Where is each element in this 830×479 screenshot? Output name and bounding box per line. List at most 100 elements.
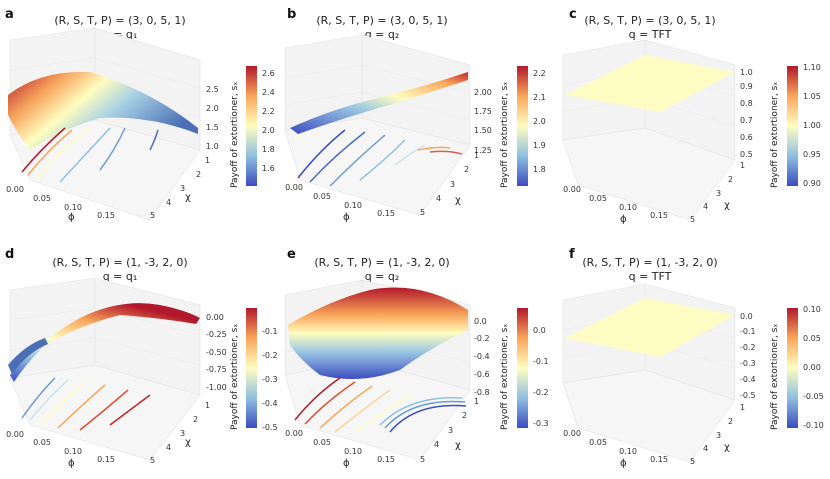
surface <box>10 303 200 382</box>
z-tick: -0.1 <box>740 327 756 336</box>
title-line1: (R, S, T, P) = (3, 0, 5, 1) <box>316 14 447 27</box>
colorbar <box>517 66 528 186</box>
y-axis-label: χ <box>455 440 461 451</box>
y-tick: 4 <box>703 202 708 211</box>
z-tick: -0.50 <box>206 348 227 357</box>
z-tick: -0.4 <box>474 352 490 361</box>
x-tick: 0.10 <box>619 203 637 212</box>
title-line2: q = q₂ <box>365 270 400 283</box>
z-tick: -0.5 <box>740 391 756 400</box>
colorbar-ticks: 2.6 2.4 2.2 2.0 1.8 1.6 <box>262 69 275 173</box>
title-line1: (R, S, T, P) = (3, 0, 5, 1) <box>54 14 185 27</box>
x-axis-label: ϕ <box>343 212 350 223</box>
x-tick: 0.15 <box>650 455 668 464</box>
x-ticks: 0.00 0.05 0.10 0.15 <box>563 185 668 220</box>
contour-lines <box>21 127 159 183</box>
z-tick: 2.00 <box>474 88 492 97</box>
x-ticks: 0.00 0.05 0.10 0.15 <box>6 430 115 464</box>
z-tick: 0.9 <box>740 82 753 91</box>
z-tick: -0.2 <box>740 343 756 352</box>
colorbar-tick: -0.3 <box>533 419 549 428</box>
x-axis-label: ϕ <box>68 212 75 223</box>
title-line2: q = TFT <box>629 28 672 41</box>
contour-lines <box>297 129 463 187</box>
x-tick: 0.00 <box>563 185 581 194</box>
colorbar-ticks: 0.10 0.05 0.00 -0.05 -0.10 <box>803 305 824 430</box>
y-tick: 5 <box>690 457 695 466</box>
colorbar-ticks: 2.2 2.1 2.0 1.9 1.8 <box>533 69 546 174</box>
z-tick: 0.6 <box>740 133 753 142</box>
y-tick: 2 <box>462 411 467 420</box>
x-axis-label: ϕ <box>343 458 350 469</box>
z-tick: 0.00 <box>206 313 224 322</box>
z-tick: -0.8 <box>474 388 490 397</box>
y-tick: 1 <box>205 156 210 165</box>
y-tick: 3 <box>716 431 721 440</box>
panel-label-e: e <box>287 247 296 262</box>
y-tick: 1 <box>740 403 745 412</box>
x-tick: 0.15 <box>377 209 395 218</box>
colorbar-tick: 1.10 <box>803 63 821 72</box>
y-tick: 1 <box>474 397 479 406</box>
colorbar-tick: -0.05 <box>803 392 824 401</box>
y-ticks: 1 2 3 4 5 <box>150 156 210 220</box>
y-ticks: 1 2 3 4 5 <box>420 151 479 217</box>
y-tick: 5 <box>150 456 155 465</box>
y-tick: 4 <box>436 194 441 203</box>
colorbar-tick: -0.2 <box>262 351 278 360</box>
x-tick: 0.05 <box>313 192 331 201</box>
colorbar-tick: 1.05 <box>803 92 821 101</box>
colorbar-tick: 2.0 <box>533 117 546 126</box>
x-ticks: 0.00 0.05 0.10 0.15 <box>6 185 115 220</box>
x-tick: 0.10 <box>344 201 362 210</box>
panel-e: e (R, S, T, P) = (1, -3, 2, 0) q = q₂ 0.… <box>284 247 549 469</box>
y-ticks: 1 2 3 4 5 <box>690 161 745 224</box>
z-ticks: 1.25 1.50 1.75 2.00 <box>474 88 492 155</box>
z-tick: 1.50 <box>474 126 492 135</box>
x-tick: 0.05 <box>589 438 607 447</box>
x-axis-label: ϕ <box>620 214 627 225</box>
z-tick: -0.3 <box>740 359 756 368</box>
colorbar-tick: 1.6 <box>262 164 275 173</box>
y-tick: 1 <box>474 151 479 160</box>
colorbar-label: Payoff of extortioner, sₓ <box>500 82 510 188</box>
z-tick: 0.8 <box>740 99 753 108</box>
x-tick: 0.00 <box>6 430 24 439</box>
x-axis-label: ϕ <box>620 458 627 469</box>
title-line1: (R, S, T, P) = (1, -3, 2, 0) <box>582 256 717 269</box>
z-tick: -0.75 <box>206 365 227 374</box>
y-tick: 4 <box>703 444 708 453</box>
z-tick: 1.0 <box>206 142 219 151</box>
contour-lines <box>21 377 151 431</box>
colorbar-tick: -0.3 <box>262 375 278 384</box>
z-tick: 1.5 <box>206 123 219 132</box>
colorbar-tick: 2.6 <box>262 69 275 78</box>
colorbar <box>787 66 798 186</box>
z-tick: 0.0 <box>474 317 487 326</box>
colorbar-tick: 0.00 <box>803 363 821 372</box>
z-tick: 0.7 <box>740 116 753 125</box>
title-line1: (R, S, T, P) = (3, 0, 5, 1) <box>584 14 715 27</box>
colorbar-label: Payoff of extortioner, sₓ <box>770 324 780 430</box>
x-tick: 0.15 <box>650 211 668 220</box>
panel-label-d: d <box>5 247 14 262</box>
panel-b: b (R, S, T, P) = (3, 0, 5, 1) q = q₂ 0.0… <box>284 7 546 223</box>
z-tick: 0.5 <box>740 150 753 159</box>
z-ticks: 0.5 0.6 0.7 0.8 0.9 1.0 <box>740 68 753 159</box>
surface <box>290 72 468 134</box>
colorbar-tick: 1.8 <box>262 145 275 154</box>
x-tick: 0.05 <box>589 194 607 203</box>
colorbar-tick: 2.1 <box>533 93 546 102</box>
colorbar-tick: 0.90 <box>803 179 821 188</box>
y-ticks: 1 2 3 4 5 <box>420 397 479 464</box>
colorbar-tick: 1.8 <box>533 165 546 174</box>
colorbar-tick: 0.10 <box>803 305 821 314</box>
y-tick: 4 <box>166 443 171 452</box>
surface <box>565 55 735 112</box>
colorbar-label: Payoff of extortioner, sₓ <box>230 324 240 430</box>
colorbar-tick: 1.9 <box>533 141 546 150</box>
x-tick: 0.05 <box>313 438 331 447</box>
panel-label-f: f <box>569 247 575 262</box>
z-tick: -0.6 <box>474 370 490 379</box>
panel-f: f (R, S, T, P) = (1, -3, 2, 0) q = TFT 0… <box>562 247 824 469</box>
